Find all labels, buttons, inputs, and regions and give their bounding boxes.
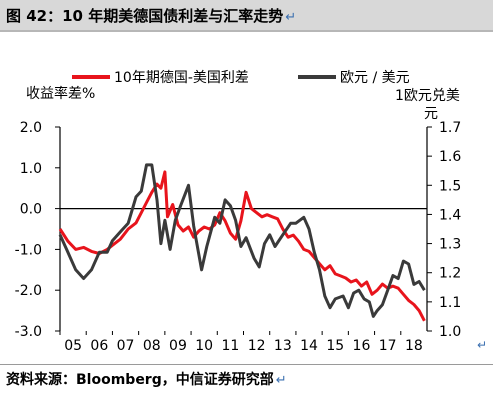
figure-title-text: 图 42：10 年期美德国债利差与汇率走势 [6,7,284,25]
x-tick-label: 13 [274,338,292,354]
legend: 10年期德国-美国利差 欧元 / 美元 [72,70,410,86]
source-divider [0,364,493,365]
y-right-tick-label: 1.6 [439,149,461,165]
x-tick-label: 07 [117,338,135,354]
y-left-tick-label: 1.0 [20,161,42,177]
series-line-spread [58,170,426,322]
x-tick-label: 12 [248,338,266,354]
y-left-tick-label: 2.0 [20,120,42,136]
x-tick-label: 06 [90,338,108,354]
legend-label-eurusd: 欧元 / 美元 [340,70,410,86]
series-lines [58,163,426,322]
y-left-axis: 2.0 1.0 0.0 -1.0 -2.0 -3.0 [15,120,60,340]
x-tick-label: 15 [326,338,344,354]
title-divider [0,30,493,32]
x-tick-label: 17 [379,338,397,354]
x-tick-label: 10 [195,338,213,354]
y-right-tick-label: 1.3 [439,237,461,253]
plot-frame [59,127,428,331]
paragraph-mark-icon: ↵ [275,373,287,388]
x-axis: 05 06 07 08 09 10 11 12 13 14 15 16 17 18 [59,331,423,354]
y-right-axis-label: 1欧元兑美元 [395,88,460,122]
paragraph-mark-icon: ↵ [476,338,487,352]
y-left-tick-label: 0.0 [20,202,42,218]
spread-vs-fx-chart: 10年期德国-美国利差 欧元 / 美元 收益率差% 1欧元兑美元 2.0 1.0 0.… [15,70,462,354]
y-right-axis: 1.7 1.6 1.5 1.4 1.3 1.2 1.1 1.0 [427,120,461,340]
y-left-tick-label: -3.0 [15,324,42,340]
source-note: 资料来源：Bloomberg，中信证券研究部 ↵ [6,369,287,389]
y-left-axis-label: 收益率差% [26,85,95,102]
y-right-tick-label: 1.7 [439,120,461,136]
y-right-tick-label: 1.0 [439,324,461,340]
y-right-tick-label: 1.5 [439,178,461,194]
figure-title: 图 42：10 年期美德国债利差与汇率走势 ↵ [0,0,493,30]
y-right-tick-label: 1.2 [439,266,461,282]
x-tick-label: 08 [143,338,161,354]
x-tick-label: 14 [300,338,318,354]
legend-label-spread: 10年期德国-美国利差 [114,70,249,86]
x-tick-label: 09 [169,338,187,354]
y-left-tick-label: -1.0 [15,242,42,258]
paragraph-mark-icon: ↵ [285,10,297,25]
y-right-axis-label-line: 1欧元兑美 [395,88,460,104]
source-text: 资料来源：Bloomberg，中信证券研究部 [6,372,274,388]
y-right-axis-label-line: 元 [424,106,438,122]
x-tick-label: 16 [353,338,371,354]
x-tick-label: 11 [221,338,239,354]
series-line-eurusd [58,163,426,318]
y-right-tick-label: 1.4 [439,207,461,223]
x-tick-label: 18 [405,338,423,354]
y-right-tick-label: 1.1 [439,295,461,311]
y-left-tick-label: -2.0 [15,283,42,299]
x-tick-label: 05 [64,338,82,354]
